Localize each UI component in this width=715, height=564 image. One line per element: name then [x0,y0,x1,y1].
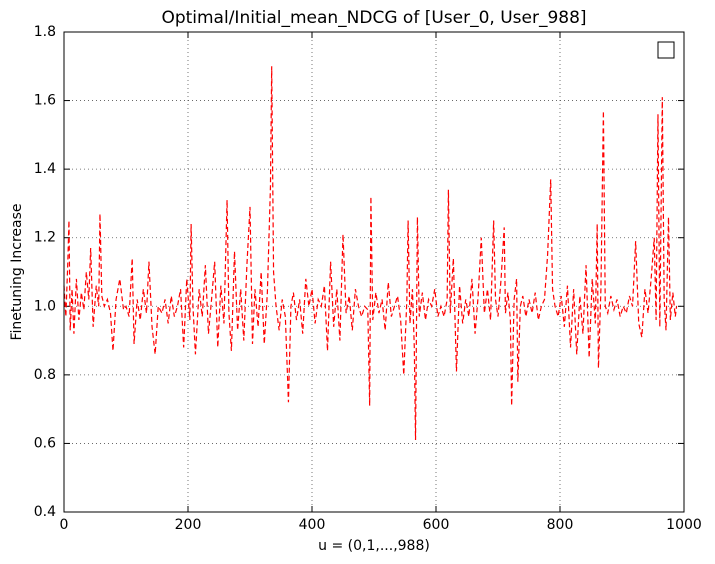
x-axis-label: u = (0,1,...,988) [318,538,430,554]
y-tick-label: 1.4 [34,161,56,177]
legend-box [657,41,675,59]
y-tick-label: 0.6 [34,435,56,451]
y-tick-label: 0.4 [34,504,56,520]
chart-title: Optimal/Initial_mean_NDCG of [User_0, Us… [161,8,586,28]
y-tick-label: 1.0 [34,298,56,314]
y-tick-label: 1.6 [34,93,56,109]
x-tick-label: 600 [423,517,450,533]
plot-frame [63,31,685,513]
x-tick-label: 800 [547,517,574,533]
y-tick-label: 1.2 [34,230,56,246]
y-axis-label: Finetuning Increase [9,204,25,341]
x-tick-label: 0 [60,517,69,533]
x-tick-label: 1000 [666,517,702,533]
y-tick-label: 0.8 [34,367,56,383]
y-tick-label: 1.8 [34,24,56,40]
x-tick-label: 400 [299,517,326,533]
x-tick-label: 200 [175,517,202,533]
plot: 0.4 0.6 0.8 1.0 1.2 1.4 1.6 1.8 0 200 400 600 800 100… [34,24,702,533]
